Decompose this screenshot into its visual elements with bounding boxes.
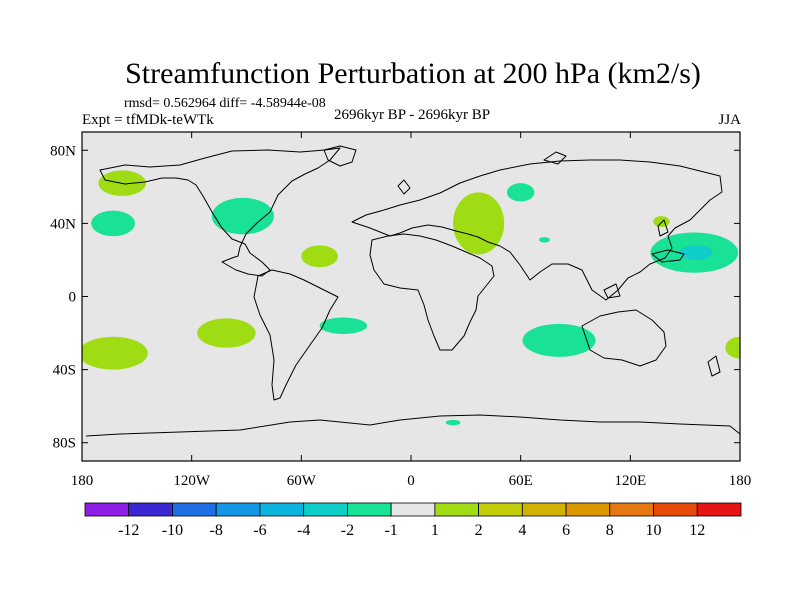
- x-tick-label: 0: [407, 473, 415, 489]
- colorbar-swatch: [84, 502, 130, 517]
- anomaly-pos-south-pacific-west: [82, 336, 148, 370]
- anomaly-pos-south-pacific-dateline: [725, 336, 740, 359]
- anomaly-neg-south-atlantic: [319, 317, 368, 334]
- colorbar-swatch: [478, 502, 523, 517]
- anomaly-pos-caribbean: [301, 245, 338, 268]
- x-tick-label: 180: [729, 473, 752, 489]
- colorbar-swatch: [390, 502, 436, 517]
- colorbar-label: 1: [431, 522, 439, 539]
- y-axis: 80N 40N 0 40S 80S: [50, 143, 740, 452]
- anomaly-neg-arabia-small: [538, 237, 550, 243]
- colorbar-swatch: [653, 502, 698, 517]
- colorbar-label: 4: [518, 522, 526, 539]
- x-tick-label: 60W: [287, 473, 317, 489]
- colorbar-swatch: [609, 502, 654, 517]
- colorbar-label: -10: [162, 522, 183, 539]
- colorbar-swatch: [259, 502, 305, 517]
- period-label: 2696kyr BP - 2696kyr BP: [334, 107, 490, 123]
- colorbar-swatch: [434, 502, 480, 517]
- anomaly-neg-ne-pacific: [91, 210, 136, 237]
- colorbar-label: 8: [606, 522, 614, 539]
- x-tick-label: 120W: [173, 473, 211, 489]
- colorbar-label: -2: [341, 522, 354, 539]
- map-background: [82, 132, 740, 461]
- y-tick-label: 80N: [50, 143, 76, 159]
- colorbar: -12 -10 -8 -6 -4 -2 -1 1 2 4 6 8 10 12: [84, 502, 742, 539]
- colorbar-swatch: [565, 502, 611, 517]
- y-tick-label: 40S: [53, 363, 76, 379]
- colorbar-swatch: [215, 502, 261, 517]
- colorbar-swatch: [346, 502, 392, 517]
- x-tick-label: 180: [71, 473, 94, 489]
- colorbar-swatch: [521, 502, 567, 517]
- x-tick-label: 60E: [509, 473, 533, 489]
- colorbar-swatch: [128, 502, 173, 517]
- stats-line: rmsd= 0.562964 diff= -4.58944e-08: [124, 96, 326, 111]
- colorbar-label: -8: [210, 522, 223, 539]
- anomaly-neg-west-pacific-core: [679, 245, 713, 260]
- colorbar-swatch: [696, 502, 742, 517]
- colorbar-label: 12: [689, 522, 705, 539]
- y-tick-label: 40N: [50, 216, 76, 232]
- experiment-label: Expt = tfMDk-teWTk: [82, 112, 214, 128]
- colorbar-label: -12: [118, 522, 139, 539]
- anomaly-neg-indian-ocean: [522, 323, 596, 357]
- anomaly-pos-south-pacific-east: [197, 318, 256, 348]
- colorbar-label: -1: [384, 522, 397, 539]
- anomaly-neg-north-america: [211, 197, 274, 235]
- anomaly-neg-antarctic-small: [445, 419, 461, 426]
- season-label: JJA: [718, 112, 741, 128]
- anomaly-neg-central-asia: [506, 183, 535, 202]
- y-tick-label: 0: [69, 290, 77, 306]
- anomaly-contours: [82, 170, 740, 426]
- anomaly-pos-japan: [653, 216, 670, 228]
- anomaly-pos-middle-east: [453, 192, 505, 255]
- colorbar-label: 10: [646, 522, 662, 539]
- colorbar-swatch: [172, 502, 217, 517]
- y-tick-label: 80S: [53, 436, 76, 452]
- x-axis: 180 120W 60W 0 60E 120E 180: [71, 132, 752, 489]
- colorbar-label: 2: [475, 522, 483, 539]
- coastlines: [85, 145, 741, 437]
- colorbar-label: -4: [297, 522, 310, 539]
- x-tick-label: 120E: [614, 473, 646, 489]
- colorbar-label: 6: [562, 522, 570, 539]
- colorbar-swatch: [303, 502, 348, 517]
- colorbar-label: -6: [253, 522, 266, 539]
- chart-title: Streamfunction Perturbation at 200 hPa (…: [125, 57, 701, 90]
